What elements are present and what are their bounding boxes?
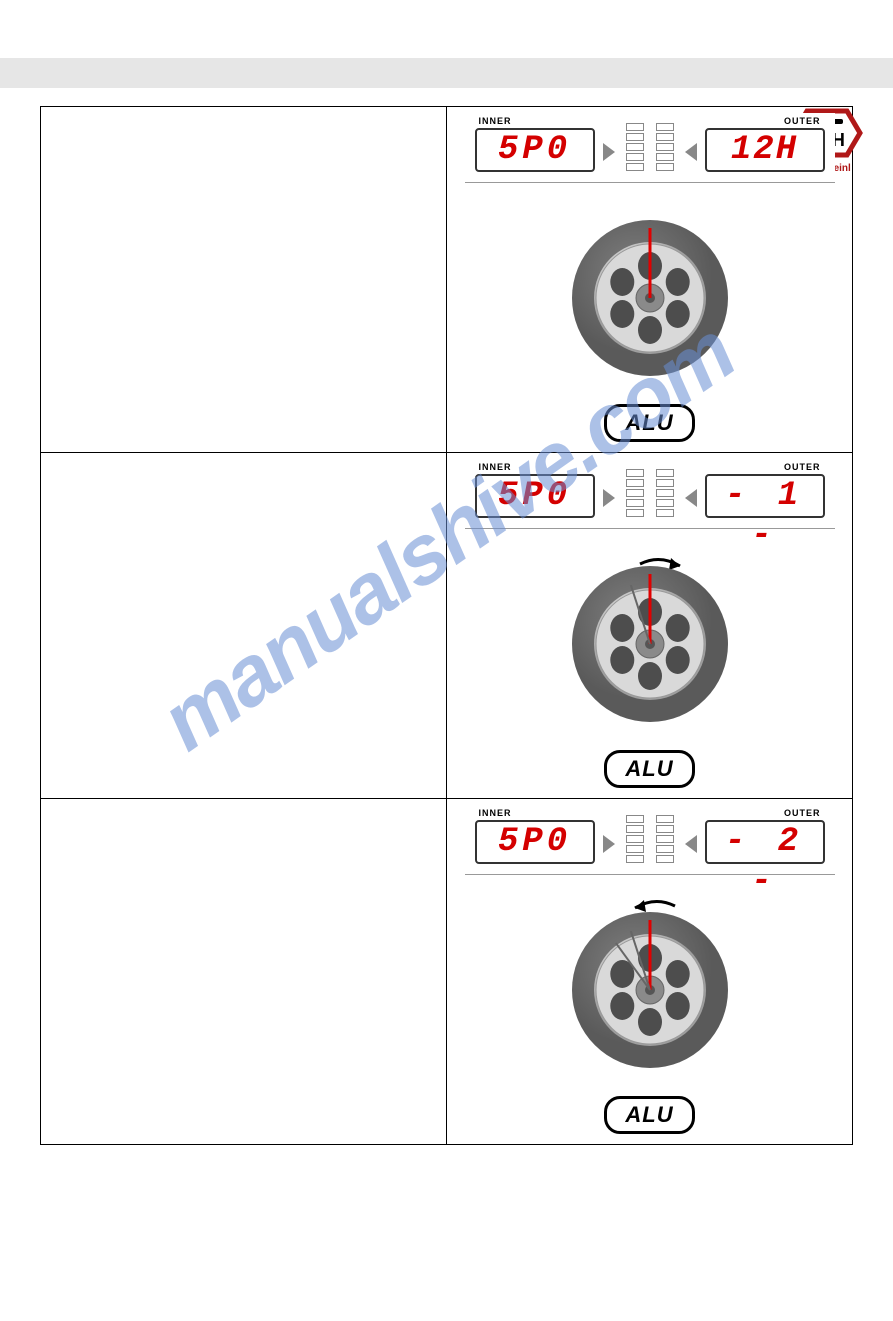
triangle-left-icon <box>685 835 697 853</box>
wheel-diagram <box>555 890 745 1075</box>
triangle-left-icon <box>685 143 697 161</box>
table-row: INNER OUTER 5P0 - 2 - <box>41 799 853 1145</box>
inner-label: INNER <box>479 808 512 818</box>
outer-label: OUTER <box>784 462 821 472</box>
triangle-left-icon <box>685 489 697 507</box>
led-indicator-strip <box>620 123 680 171</box>
led-indicator-strip <box>620 815 680 863</box>
instruction-table: INNER OUTER 5P0 12H <box>40 106 853 1145</box>
balance-display-panel: INNER OUTER 5P0 12H <box>465 113 835 183</box>
alu-badge: ALU <box>604 404 694 442</box>
display-diagram-cell: INNER OUTER 5P0 - 2 - <box>447 799 853 1145</box>
outer-display-value: 12H <box>705 128 825 172</box>
alu-badge: ALU <box>604 1096 694 1134</box>
outer-label: OUTER <box>784 116 821 126</box>
inner-display-value: 5P0 <box>475 474 595 518</box>
outer-display-value: - 1 - <box>705 474 825 518</box>
inner-label: INNER <box>479 462 512 472</box>
instruction-text-cell <box>41 453 447 799</box>
triangle-right-icon <box>603 489 615 507</box>
alu-badge: ALU <box>604 750 694 788</box>
inner-display-value: 5P0 <box>475 128 595 172</box>
balance-display-panel: INNER OUTER 5P0 - 2 - <box>465 805 835 875</box>
instruction-text-cell <box>41 107 447 453</box>
triangle-right-icon <box>603 835 615 853</box>
inner-label: INNER <box>479 116 512 126</box>
instruction-text-cell <box>41 799 447 1145</box>
table-row: INNER OUTER 5P0 - 1 - <box>41 453 853 799</box>
display-diagram-cell: INNER OUTER 5P0 12H <box>447 107 853 453</box>
outer-display-value: - 2 - <box>705 820 825 864</box>
page-header-bar <box>0 58 893 88</box>
balance-display-panel: INNER OUTER 5P0 - 1 - <box>465 459 835 529</box>
outer-label: OUTER <box>784 808 821 818</box>
wheel-diagram <box>555 544 745 729</box>
wheel-area <box>447 544 852 744</box>
display-diagram-cell: INNER OUTER 5P0 - 1 - <box>447 453 853 799</box>
wheel-diagram <box>555 198 745 383</box>
triangle-right-icon <box>603 143 615 161</box>
wheel-area <box>447 890 852 1090</box>
table-row: INNER OUTER 5P0 12H <box>41 107 853 453</box>
wheel-area <box>447 198 852 398</box>
led-indicator-strip <box>620 469 680 517</box>
inner-display-value: 5P0 <box>475 820 595 864</box>
